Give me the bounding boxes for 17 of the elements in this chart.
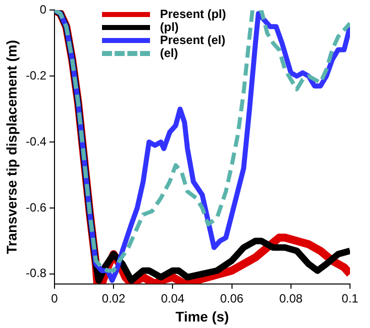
x-axis-title: Time (s) <box>176 308 229 324</box>
y-tick-label: -0.2 <box>26 68 47 82</box>
x-tick-label: 0 <box>51 291 58 306</box>
y-tick-label: -0.6 <box>26 200 47 214</box>
y-tick-label: 0 <box>40 2 47 17</box>
y-tick-label: -0.8 <box>26 266 47 280</box>
legend-label: Present (el) <box>160 33 226 47</box>
legend-label: Present (pl) <box>160 7 226 21</box>
x-tick-label: 0.1 <box>342 291 359 306</box>
x-tick-label: 0.04 <box>161 291 185 306</box>
x-tick-label: 0.06 <box>220 291 244 306</box>
x-tick-label: 0.08 <box>279 291 303 306</box>
y-tick-label: -0.4 <box>26 134 47 148</box>
y-axis-title: Transverse tip displacement (m) <box>3 40 20 254</box>
legend-label: (pl) <box>160 20 179 34</box>
x-tick-label: 0.02 <box>102 291 126 306</box>
legend-label: (el) <box>160 46 178 60</box>
